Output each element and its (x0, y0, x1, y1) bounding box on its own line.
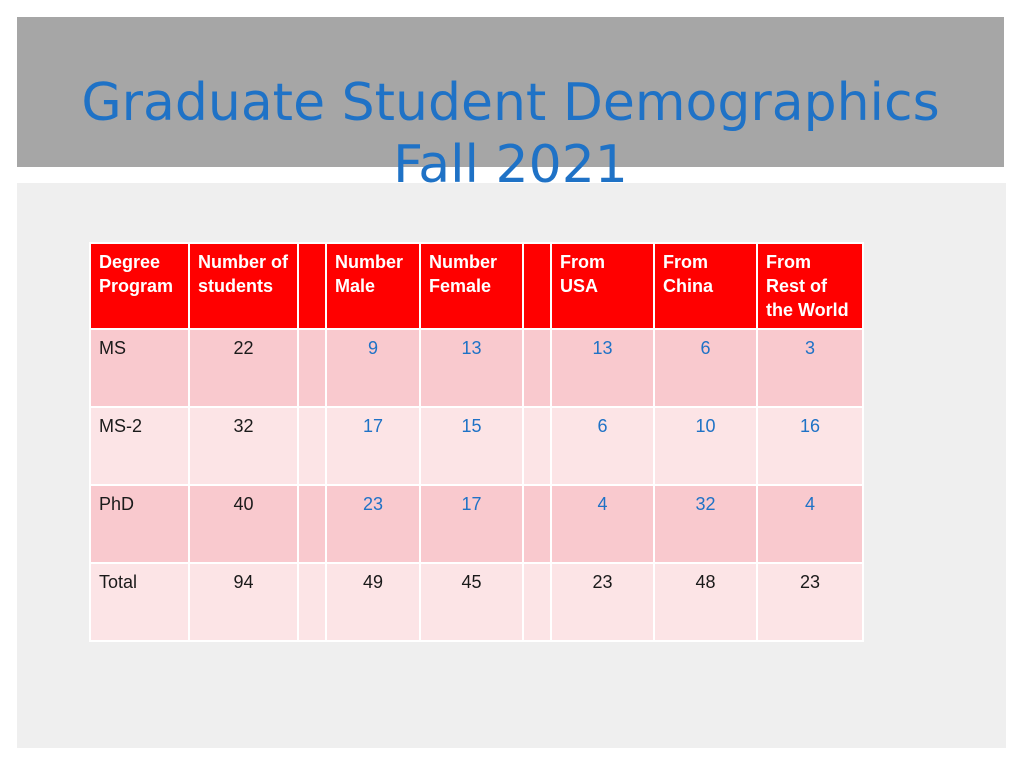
header-from-usa: From USA (550, 242, 655, 330)
cell-program: MS-2 (89, 406, 190, 486)
slide-title: Graduate Student Demographics Fall 2021 (17, 72, 1004, 196)
cell-usa: 4 (550, 484, 655, 564)
cell-spacer (522, 484, 552, 564)
cell-rest: 23 (756, 562, 864, 642)
cell-students: 40 (188, 484, 299, 564)
cell-spacer (522, 562, 552, 642)
cell-male: 17 (325, 406, 421, 486)
header-from-china: From China (653, 242, 758, 330)
cell-program: MS (89, 328, 190, 408)
cell-female: 13 (419, 328, 524, 408)
cell-spacer (297, 562, 327, 642)
cell-spacer (297, 328, 327, 408)
header-degree-program: Degree Program (89, 242, 190, 330)
cell-rest: 3 (756, 328, 864, 408)
cell-rest: 4 (756, 484, 864, 564)
cell-male: 23 (325, 484, 421, 564)
cell-female: 15 (419, 406, 524, 486)
cell-china: 48 (653, 562, 758, 642)
cell-male: 49 (325, 562, 421, 642)
cell-usa: 23 (550, 562, 655, 642)
title-band: Graduate Student Demographics Fall 2021 (17, 17, 1004, 195)
cell-usa: 13 (550, 328, 655, 408)
cell-usa: 6 (550, 406, 655, 486)
cell-china: 32 (653, 484, 758, 564)
cell-male: 9 (325, 328, 421, 408)
cell-program: Total (89, 562, 190, 642)
cell-spacer (522, 406, 552, 486)
cell-spacer (522, 328, 552, 408)
cell-spacer (297, 406, 327, 486)
header-from-rest-of-world: From Rest of the World (756, 242, 864, 330)
cell-students: 94 (188, 562, 299, 642)
cell-china: 6 (653, 328, 758, 408)
cell-rest: 16 (756, 406, 864, 486)
cell-female: 45 (419, 562, 524, 642)
table-row-phd: PhD 40 23 17 4 32 4 (89, 484, 864, 564)
table-row-ms-2: MS-2 32 17 15 6 10 16 (89, 406, 864, 486)
header-row: Degree Program Number of students Number… (89, 242, 864, 330)
cell-female: 17 (419, 484, 524, 564)
header-number-male: Number Male (325, 242, 421, 330)
title-line-1: Graduate Student Demographics (81, 72, 940, 133)
header-spacer (522, 242, 552, 330)
cell-spacer (297, 484, 327, 564)
demographics-table: Degree Program Number of students Number… (89, 242, 864, 642)
table-row-total: Total 94 49 45 23 48 23 (89, 562, 864, 642)
cell-program: PhD (89, 484, 190, 564)
table-row-ms: MS 22 9 13 13 6 3 (89, 328, 864, 408)
cell-students: 32 (188, 406, 299, 486)
header-spacer (297, 242, 327, 330)
cell-china: 10 (653, 406, 758, 486)
cell-students: 22 (188, 328, 299, 408)
header-number-female: Number Female (419, 242, 524, 330)
header-number-of-students: Number of students (188, 242, 299, 330)
